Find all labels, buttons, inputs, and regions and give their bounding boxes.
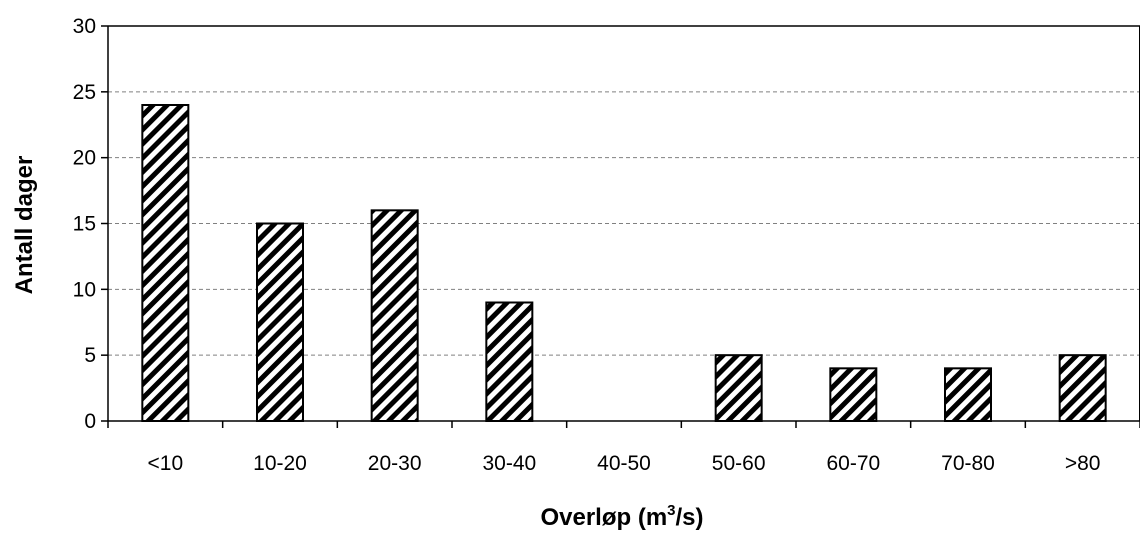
y-tick-label: 15 <box>73 213 96 236</box>
y-axis-title: Antall dager <box>11 156 38 295</box>
x-tick-label: 70-80 <box>941 452 995 475</box>
bar <box>944 367 992 423</box>
x-tick-label: >80 <box>1065 452 1101 475</box>
bar <box>141 104 190 422</box>
x-axis-title-suffix: /s) <box>676 504 704 531</box>
x-axis-title: Overløp (m3/s) <box>540 502 703 531</box>
x-tick-label: 20-30 <box>368 452 422 475</box>
x-axis-title-sup: 3 <box>667 502 675 519</box>
bar <box>829 367 878 423</box>
x-tick-label: 30-40 <box>482 452 536 475</box>
x-tick-label: <10 <box>148 452 184 475</box>
bars <box>141 104 1107 423</box>
y-tick-label: 10 <box>73 278 96 301</box>
y-tick-label: 20 <box>73 147 96 170</box>
x-tick-label: 50-60 <box>712 452 766 475</box>
x-tick-label: 40-50 <box>597 452 651 475</box>
y-tick-label: 0 <box>84 410 96 433</box>
bar <box>1058 354 1107 422</box>
x-axis-title-main: Overløp (m <box>540 504 667 531</box>
bar <box>370 209 419 422</box>
y-ticks: 0 5 10 15 20 25 30 <box>73 15 108 433</box>
bar <box>485 301 534 422</box>
y-tick-label: 5 <box>84 344 96 367</box>
bar <box>714 354 763 422</box>
x-ticks: <10 10-20 20-30 30-40 40-50 50-60 60-70 70-80 >8… <box>107 421 1140 475</box>
y-tick-label: 30 <box>73 15 96 38</box>
y-tick-label: 25 <box>73 81 96 104</box>
x-tick-label: 60-70 <box>826 452 880 475</box>
bar <box>256 222 304 422</box>
x-tick-label: 10-20 <box>253 452 307 475</box>
